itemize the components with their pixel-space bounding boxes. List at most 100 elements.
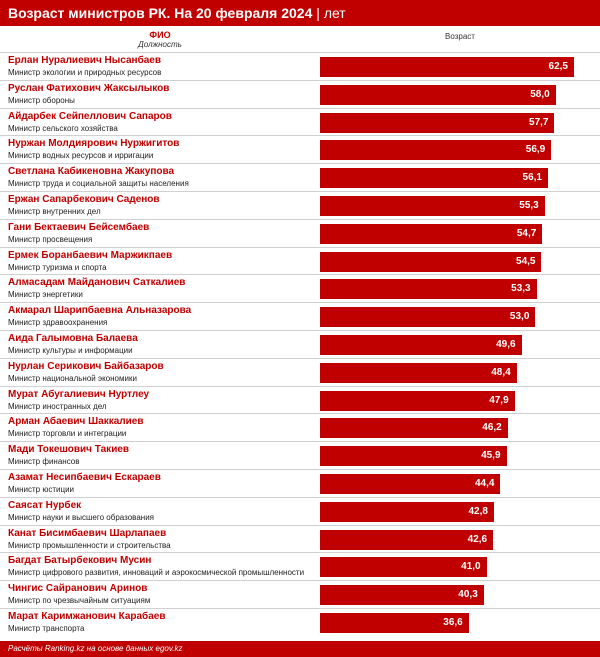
table-row: Азамат Несипбаевич Ескараев Министр юстиц…	[0, 469, 600, 497]
minister-post: Министр просвещения	[8, 234, 93, 244]
age-bar	[320, 501, 494, 522]
age-bar	[320, 84, 556, 105]
chart-title: Возраст министров РК. На 20 февраля 2024	[8, 5, 313, 21]
age-value-label: 57,7	[529, 116, 549, 128]
age-bar	[320, 168, 548, 189]
minister-name: Багдат Батырбекович Мусин	[8, 555, 152, 567]
table-row: Гани Бектаевич Бейсембаев Министр просвещ…	[0, 218, 600, 247]
table-row: Алмасадам Майданович Саткалиев Министр эн…	[0, 274, 600, 302]
minister-name: Канат Бисимбаевич Шарлапаев	[8, 527, 167, 539]
minister-post: Министр сельского хозяйства	[8, 123, 118, 133]
minister-post: Министр национальной экономики	[8, 373, 137, 383]
table-row: Марат Каримжанович Карабаев Министр транс…	[0, 608, 600, 636]
source-footer: Расчёты Ranking.kz на основе данных egov…	[0, 641, 600, 657]
age-bar	[320, 307, 536, 328]
minister-name: Акмарал Шарипбаевна Альназарова	[8, 305, 192, 317]
age-bar	[320, 362, 517, 383]
age-bar	[320, 335, 522, 355]
table-row: Светлана Кабикеновна Жакупова Министр тру…	[0, 163, 600, 191]
table-row: Ермек Боранбаевич Маржикпаев Министр тури…	[0, 246, 600, 275]
age-value-label: 40,3	[458, 589, 478, 601]
age-value-label: 53,0	[509, 311, 530, 323]
age-value-label: 46,2	[482, 422, 502, 434]
post-column-title: Должность	[138, 40, 182, 49]
minister-post: Министр экологии и природных ресурсов	[8, 68, 162, 77]
table-row: Айдарбек Сейпеллович Сапаров Министр сель…	[0, 107, 600, 136]
age-bar	[320, 474, 501, 494]
minister-name: Ермек Боранбаевич Маржикпаев	[8, 249, 173, 261]
minister-post: Министр юстиции	[8, 485, 75, 494]
age-value-label: 47,9	[489, 394, 509, 406]
minister-name: Мади Токешович Такиев	[8, 444, 130, 456]
name-column-title: ФИО	[149, 30, 171, 40]
minister-post: Министр финансов	[8, 457, 80, 467]
minister-name: Марат Каримжанович Карабаев	[8, 611, 166, 622]
minister-name: Арман Абаевич Шаккалиев	[8, 416, 144, 428]
chart-unit: лет	[323, 5, 346, 21]
minister-post: Министр промышленности и строительства	[8, 540, 171, 550]
minister-name: Алмасадам Майданович Саткалиев	[8, 277, 186, 289]
minister-post: Министр водных ресурсов и ирригации	[8, 151, 154, 161]
minister-name: Нуржан Молдиярович Нуржигитов	[8, 138, 180, 150]
minister-name: Саясат Нурбек	[8, 499, 82, 511]
minister-post: Министр транспорта	[8, 624, 85, 633]
minister-name: Аида Галымовна Балаева	[8, 333, 138, 344]
minister-name: Ержан Сапарбекович Саденов	[8, 194, 160, 205]
table-row: Арман Абаевич Шаккалиев Министр торговли …	[0, 413, 600, 441]
name-column-header: ФИО Должность	[0, 30, 320, 52]
minister-post: Министр цифрового развития, инноваций и …	[8, 568, 305, 578]
minister-post: Министр культуры и информации	[8, 346, 133, 355]
table-row: Ерлан Нуралиевич Нысанбаев Министр эколог…	[0, 52, 600, 80]
age-bar	[320, 140, 552, 161]
age-value-label: 42,6	[467, 533, 488, 545]
minister-name: Ерлан Нуралиевич Нысанбаев	[8, 55, 162, 66]
table-row: Аида Галымовна Балаева Министр культуры и…	[0, 330, 600, 358]
chart-header: Возраст министров РК. На 20 февраля 2024…	[0, 0, 600, 26]
age-value-label: 45,9	[481, 450, 501, 462]
minister-post: Министр труда и социальной защиты населе…	[8, 179, 189, 189]
table-row: Руслан Фатихович Жаксылыков Министр оборо…	[0, 79, 600, 108]
minister-name: Чингис Сайранович Аринов	[8, 583, 148, 595]
age-value-label: 44,4	[474, 478, 495, 489]
age-bar	[320, 279, 537, 300]
table-row: Нуржан Молдиярович Нуржигитов Министр вод…	[0, 135, 600, 163]
age-bar	[320, 223, 543, 244]
age-value-label: 55,3	[519, 200, 539, 211]
minister-name: Нурлан Серикович Байбазаров	[8, 360, 164, 372]
table-row: Акмарал Шарипбаевна Альназарова Министр з…	[0, 302, 600, 330]
minister-name: Мурат Абугалиевич Нуртлеу	[8, 388, 150, 400]
age-value-label: 54,7	[516, 227, 537, 239]
table-row: Ержан Сапарбекович Саденов Министр внутре…	[0, 191, 600, 219]
age-bar	[320, 390, 515, 411]
minister-name: Светлана Кабикеновна Жакупова	[8, 166, 175, 178]
minister-post: Министр туризма и спорта	[8, 262, 107, 272]
age-bar	[320, 418, 508, 439]
minister-post: Министр здравоохранения	[8, 318, 108, 328]
age-value-label: 54,5	[516, 255, 536, 267]
age-value-label: 36,6	[443, 617, 463, 628]
table-row: Мади Токешович Такиев Министр финансов 45,…	[0, 441, 600, 469]
age-bar	[320, 112, 555, 133]
minister-post: Министр энергетики	[8, 290, 83, 300]
age-value-label: 58,0	[530, 88, 550, 100]
minister-name: Гани Бектаевич Бейсембаев	[8, 221, 150, 233]
table-row: Саясат Нурбек Министр науки и высшего обр…	[0, 496, 600, 525]
age-bar	[320, 196, 545, 216]
table-row: Багдат Батырбекович Мусин Министр цифрово…	[0, 552, 600, 580]
title-separator: |	[316, 5, 324, 21]
minister-post: Министр обороны	[8, 95, 75, 105]
table-row: Мурат Абугалиевич Нуртлеу Министр иностра…	[0, 385, 600, 414]
minister-post: Министр иностранных дел	[8, 401, 107, 411]
age-bar	[320, 57, 574, 77]
minister-name: Руслан Фатихович Жаксылыков	[8, 82, 170, 94]
age-value-label: 62,5	[548, 61, 568, 72]
table-row: Чингис Сайранович Аринов Министр по чрезв…	[0, 580, 600, 608]
age-value-label: 56,9	[525, 144, 546, 156]
minister-post: Министр внутренних дел	[8, 207, 101, 216]
age-value-label: 41,0	[461, 561, 481, 573]
age-value-label: 48,4	[491, 366, 511, 378]
age-value-label: 56,1	[522, 172, 542, 184]
minister-post: Министр по чрезвычайным ситуациям	[8, 596, 151, 606]
age-value-label: 53,3	[511, 283, 531, 295]
table-row: Нурлан Серикович Байбазаров Министр нацио…	[0, 357, 600, 386]
